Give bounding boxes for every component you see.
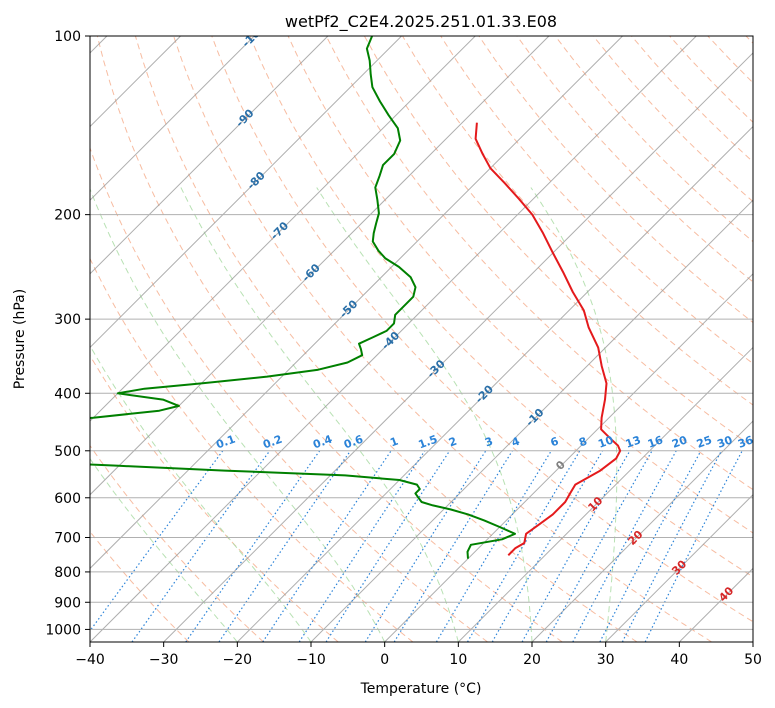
dry-adiabat-line: [134, 36, 638, 642]
isotherm-line: [90, 36, 623, 570]
y-tick-label: 1000: [45, 622, 81, 638]
y-tick-label: 300: [54, 312, 81, 328]
mixing-ratio-label: 0.1: [214, 433, 237, 452]
background-lines: [90, 36, 753, 642]
dry-adiabat-line: [90, 444, 264, 642]
isotherm-line: [90, 36, 550, 496]
dry-adiabat-line: [325, 36, 753, 491]
mixing-ratio-line: [262, 450, 392, 642]
mixing-ratio-label: 10: [596, 433, 615, 451]
profile-line-1: [474, 122, 622, 557]
mixing-ratio-label: 30: [715, 433, 734, 451]
mixing-ratio-label: 4: [510, 435, 522, 450]
isotherm-line: [90, 36, 329, 275]
dry-adiabat-line: [173, 36, 712, 642]
x-tick-label: −40: [75, 652, 105, 668]
mixing-ratio-label: 6: [549, 435, 561, 450]
x-tick-label: 40: [670, 652, 688, 668]
mixing-ratio-line: [325, 450, 451, 642]
mixing-ratio-label: 13: [624, 433, 643, 450]
x-tick-label: −20: [223, 652, 253, 668]
mixing-ratio-line: [435, 450, 552, 642]
dry-adiabat-line: [211, 36, 753, 623]
dry-adiabat-line: [90, 257, 414, 642]
x-tick-label: −30: [149, 652, 179, 668]
x-axis-label: Temperature (°C): [360, 681, 482, 697]
isotherm-line: [310, 199, 753, 642]
x-tick-label: 20: [523, 652, 541, 668]
isotherm-line: [457, 346, 753, 642]
moist-adiabat-line: [180, 187, 459, 642]
plot-frame: [89, 35, 754, 643]
dry-adiabat-line: [516, 36, 753, 283]
isotherm-line: [163, 52, 753, 642]
profile-line-2: [90, 36, 516, 559]
isotherm-line: [90, 36, 402, 349]
mixing-ratio-line: [364, 450, 487, 642]
dry-adiabat-line: [96, 36, 563, 642]
mixing-ratio-label: 0.6: [342, 433, 365, 452]
chart-title: wetPf2_C2E4.2025.251.01.33.E08: [285, 12, 557, 32]
isotherm-line: [236, 125, 753, 642]
dry-adiabat-line: [287, 36, 753, 534]
y-tick-label: 700: [54, 531, 81, 547]
pressure-gridlines: [90, 36, 753, 630]
isotherm-line: [605, 494, 753, 642]
plot-area: -100-90-80-70-60-50-40-30-20-10010203040…: [90, 36, 755, 642]
mixing-ratio-line: [599, 450, 702, 642]
mixing-ratio-label: 8: [577, 435, 589, 450]
y-tick-label: 600: [54, 491, 81, 507]
y-tick-label: 200: [54, 208, 81, 224]
y-axis-label: Pressure (hPa): [12, 289, 28, 389]
mixing-ratio-label: 25: [695, 433, 714, 450]
dry-adiabat-line: [249, 36, 753, 578]
moist-adiabat-line: [90, 187, 386, 642]
moist-adiabat-line: [530, 187, 618, 642]
mixing-ratio-line: [572, 450, 677, 642]
x-tick-label: 10: [449, 652, 467, 668]
x-tick-label: 50: [744, 652, 762, 668]
mixing-ratio-label: 3: [483, 435, 495, 450]
mixing-ratio-line: [218, 450, 351, 642]
mixing-ratio-label: 0.4: [311, 432, 334, 451]
isotherm-line: [384, 273, 753, 642]
x-tick-label: −10: [296, 652, 326, 668]
isotherm-line: [90, 36, 697, 642]
dry-adiabat-line: [90, 354, 339, 642]
mixing-ratio-line: [521, 450, 631, 642]
mixing-ratio-line: [298, 450, 426, 642]
y-tick-label: 500: [54, 444, 81, 460]
series-lines: [90, 36, 622, 559]
mixing-ratio-line: [644, 450, 743, 642]
mixing-ratio-line: [545, 450, 653, 642]
mixing-ratio-line: [90, 450, 224, 632]
mixing-ratio-line: [131, 450, 271, 642]
y-tick-label: 400: [54, 386, 81, 402]
y-tick-label: 800: [54, 565, 81, 581]
isotherm-line: [531, 420, 753, 642]
x-tick-label: 30: [597, 652, 615, 668]
isotherm-line: [90, 36, 476, 422]
isotherm-line: [90, 36, 255, 201]
mixing-ratio-label: 20: [670, 433, 689, 451]
mixing-ratio-line: [185, 450, 321, 642]
x-axis: −40 −30 −20 −10 0 10 20 30 40 50: [75, 642, 762, 668]
mixing-ratio-label: 1.5: [417, 433, 440, 452]
y-tick-label: 900: [54, 595, 81, 611]
mixing-ratio-label: 0.2: [261, 433, 284, 452]
mixing-ratio-label: 1: [388, 435, 400, 450]
x-tick-label: 0: [380, 652, 389, 668]
mixing-ratio-label: 16: [646, 433, 665, 451]
moist-adiabat-line: [90, 457, 238, 642]
mixing-ratio-label: 2: [447, 435, 459, 450]
mixing-ratio-label: 36: [736, 433, 755, 451]
y-tick-label: 100: [54, 29, 81, 45]
y-axis: 100 200 300 400 500 600 700 800 900 1000: [45, 29, 90, 638]
